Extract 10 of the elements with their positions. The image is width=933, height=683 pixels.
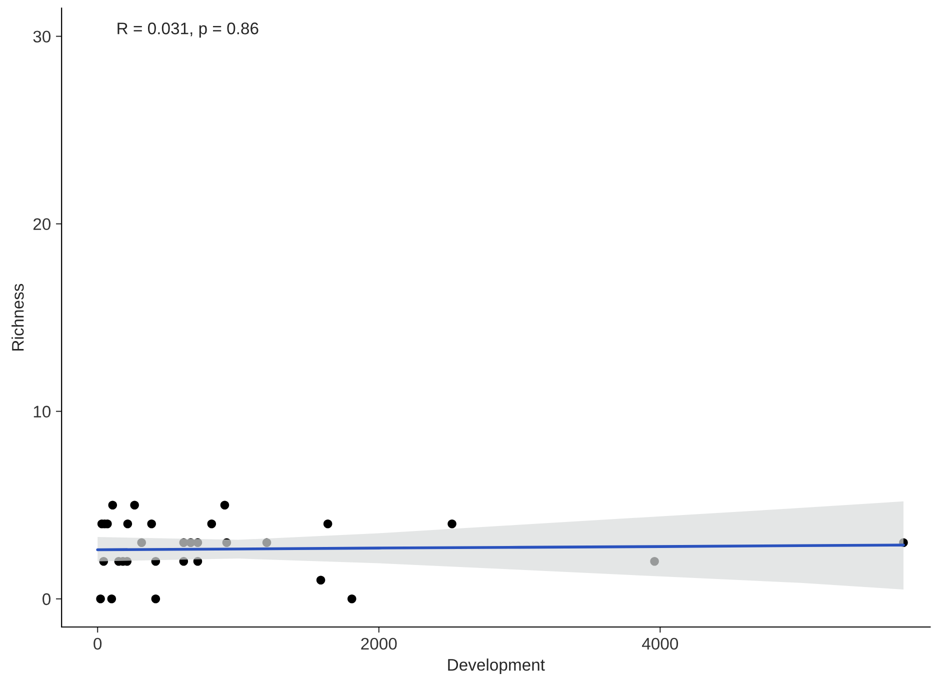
- y-tick-label: 30: [33, 30, 51, 43]
- annotation: R = 0.031, p = 0.86: [118, 22, 258, 38]
- x-tick-label: 4000: [642, 638, 678, 650]
- y-axis-title: Richness: [12, 284, 24, 350]
- x-axis-title: Development: [448, 658, 545, 674]
- y-tick-label: 20: [33, 218, 51, 230]
- x-tick-label: 2000: [361, 638, 397, 650]
- x-tick-label: 0: [94, 638, 102, 650]
- y-tick-label: 10: [34, 406, 51, 418]
- y-tick-label: 0: [42, 593, 51, 606]
